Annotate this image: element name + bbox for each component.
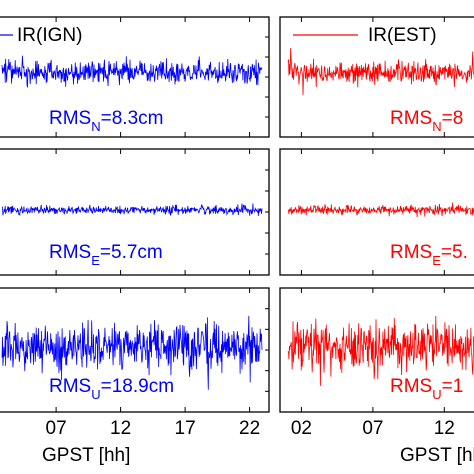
rms-prefix: RMS (390, 108, 432, 129)
panel-right-e-frame (279, 148, 474, 276)
rms-value: =1 (442, 376, 464, 397)
rms-subscript: U (91, 387, 100, 402)
rms-value: =8 (442, 108, 464, 129)
rms-prefix: RMS (49, 108, 91, 129)
x-ticks-right: 02 07 12 (291, 17, 455, 439)
x-axis-label-right: GPST [hh] (400, 445, 474, 466)
x-tick-label: 12 (110, 418, 131, 439)
x-tick-label: 22 (239, 418, 260, 439)
rms-label-ign-n: RMSN=8.3cm (49, 108, 163, 134)
rms-label-est-e: RMSE=5. (390, 242, 468, 268)
legend-est: IR(EST) (282, 18, 452, 48)
rms-prefix: RMS (49, 376, 91, 397)
x-tick-label: 07 (46, 418, 67, 439)
left-column: IR(IGN) RMSN=8.3cm RMSE=5.7cm RMSU=18.9c… (0, 16, 270, 466)
rms-label-ign-e: RMSE=5.7cm (49, 242, 163, 268)
rms-prefix: RMS (390, 242, 432, 263)
rms-subscript: N (432, 119, 441, 134)
x-ticks-left: 07 12 17 22 (46, 17, 269, 439)
rms-value: =5. (441, 242, 468, 263)
right-column: IR(EST) RMSN=8 RMSE=5. RMSU=1 02 07 12 GPS… (279, 16, 474, 466)
rms-prefix: RMS (390, 376, 432, 397)
series-ign-e (1, 203, 263, 217)
legend-est-box (282, 18, 452, 48)
x-tick-label: 12 (434, 418, 455, 439)
legend-ign: IR(IGN) (0, 18, 104, 48)
legend-ign-label: IR(IGN) (17, 25, 82, 46)
rms-label-est-u: RMSU=1 (390, 376, 463, 402)
rms-value: =18.9cm (101, 376, 174, 397)
legend-ign-box (0, 18, 104, 48)
series-est-u (287, 315, 474, 386)
rms-subscript: E (91, 253, 100, 268)
rms-subscript: N (91, 119, 100, 134)
series-ign-n (1, 55, 263, 88)
x-tick-label: 02 (291, 418, 312, 439)
panel-right-u-frame (279, 287, 474, 413)
x-tick-label: 17 (175, 418, 196, 439)
rms-subscript: U (432, 387, 441, 402)
x-tick-label: 07 (362, 418, 383, 439)
rms-prefix: RMS (49, 242, 91, 263)
x-axis-label-left: GPST [hh] (42, 445, 130, 466)
series-est-n (287, 46, 474, 96)
legend-est-label: IR(EST) (368, 25, 437, 46)
panel-right-n-frame (279, 16, 474, 138)
rms-subscript: E (432, 253, 441, 268)
rms-label-est-n: RMSN=8 (390, 108, 463, 134)
series-ign-u (1, 315, 263, 390)
rms-label-ign-u: RMSU=18.9cm (49, 376, 174, 402)
rms-value: =8.3cm (101, 108, 164, 129)
series-est-e (287, 202, 474, 218)
rms-value: =5.7cm (100, 242, 163, 263)
